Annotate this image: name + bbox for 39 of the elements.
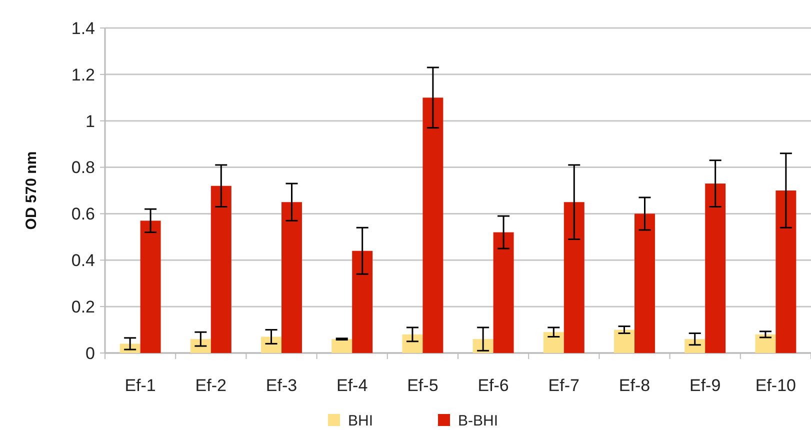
bar [210, 186, 232, 353]
legend-label: BHI [348, 412, 374, 430]
bar [190, 339, 211, 353]
y-tick-label: 1.4 [71, 18, 95, 38]
bar [352, 250, 373, 353]
y-tick-label: 0 [86, 344, 95, 363]
bar [332, 339, 352, 353]
y-axis-title: OD 570 nm [23, 151, 40, 230]
bar [140, 220, 161, 353]
bar [634, 214, 655, 353]
x-tick-label: Ef-4 [336, 376, 368, 395]
y-tick-label: 1 [86, 112, 95, 131]
bar [282, 202, 302, 353]
x-tick-label: Ef-7 [548, 376, 580, 395]
bar [614, 330, 634, 353]
x-tick-label: Ef-5 [407, 376, 438, 395]
bar [261, 336, 282, 353]
y-tick-label: 0.8 [71, 158, 95, 178]
bar [402, 334, 423, 353]
bar [543, 332, 564, 353]
x-tick-label: Ef-3 [266, 376, 298, 395]
bar [564, 202, 584, 353]
x-tick-label: Ef-6 [478, 376, 509, 395]
x-tick-label: Ef-1 [124, 376, 156, 395]
x-tick-label: Ef-10 [755, 376, 796, 395]
bar [705, 184, 726, 353]
y-tick-label: 0.4 [71, 251, 95, 270]
y-tick-label: 0.6 [71, 204, 95, 224]
x-tick-label: Ef-9 [690, 376, 721, 395]
bar [422, 98, 444, 353]
legend-label: B-BHI [458, 412, 498, 430]
y-tick-label: 1.2 [71, 65, 95, 84]
bar [776, 190, 796, 353]
bar [684, 339, 706, 353]
x-tick-label: Ef-8 [618, 376, 650, 395]
y-tick-label: 0.2 [71, 298, 95, 317]
bar [755, 334, 776, 353]
bar [493, 232, 514, 353]
x-tick-label: Ef-2 [195, 376, 226, 395]
